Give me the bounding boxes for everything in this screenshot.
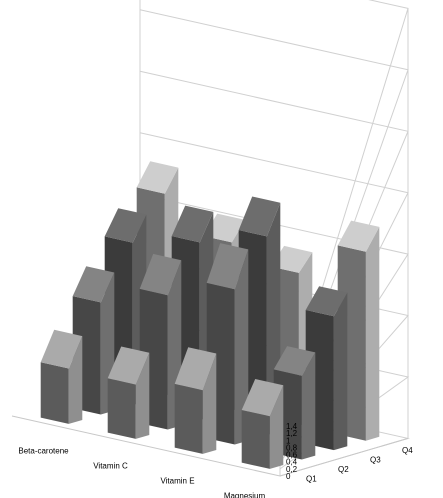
axis-labels: 00,20,40,60,811,21,4 Beta-carotene Vitamin… bbox=[18, 422, 413, 498]
bar-top-face bbox=[270, 245, 313, 273]
bar-top-face bbox=[273, 346, 316, 376]
category-label: Vitamin E bbox=[160, 477, 194, 486]
bar-side-face bbox=[234, 249, 249, 445]
bar-top-face bbox=[107, 346, 150, 385]
z-tick-label: 0 bbox=[286, 472, 291, 481]
bar-magnesium-q2 bbox=[273, 346, 316, 460]
bar-front-face bbox=[40, 362, 69, 424]
bar-front-face bbox=[241, 410, 270, 469]
bar-top-face bbox=[337, 220, 380, 252]
bar-vitamin-e-q1 bbox=[174, 347, 217, 454]
bar-front-face bbox=[107, 378, 136, 439]
bar-side-face bbox=[301, 352, 316, 460]
z-tick-label: 0,4 bbox=[286, 458, 298, 467]
z-tick-label: 0,6 bbox=[286, 451, 298, 460]
bar-vitamin-c-q1 bbox=[107, 346, 150, 439]
bar-side-face bbox=[135, 352, 150, 439]
z-tick-label: 0,8 bbox=[286, 443, 298, 452]
bar-beta-carotene-q1 bbox=[40, 329, 83, 424]
z-tick-label: 1,2 bbox=[286, 429, 298, 438]
bar-top-face bbox=[174, 347, 217, 391]
bar-top-face bbox=[104, 208, 147, 243]
bar-side-face bbox=[269, 385, 284, 469]
z-tick-label: 0,2 bbox=[286, 465, 298, 474]
bar-top-face bbox=[139, 253, 182, 296]
category-label: Vitamin C bbox=[93, 462, 128, 471]
z-tick-label: 1 bbox=[286, 436, 291, 445]
bar-top-face bbox=[203, 213, 246, 243]
bar-top-face bbox=[40, 329, 83, 369]
bar-magnesium-q1 bbox=[241, 379, 284, 469]
bar-beta-carotene-q2 bbox=[72, 266, 115, 415]
bar-front-face bbox=[174, 383, 203, 454]
depth-label: Q1 bbox=[306, 474, 317, 483]
bar-top-face bbox=[171, 205, 214, 243]
depth-label: Q4 bbox=[402, 446, 413, 455]
category-label: Beta-carotene bbox=[18, 447, 69, 456]
bar-side-face bbox=[68, 336, 83, 424]
depth-label: Q3 bbox=[370, 456, 381, 465]
bar-top-face bbox=[206, 243, 249, 290]
bar-top-face bbox=[241, 379, 284, 417]
depth-label: Q2 bbox=[338, 465, 349, 474]
bar-side-face bbox=[365, 226, 380, 441]
bar-side-face bbox=[202, 353, 217, 454]
bars bbox=[40, 161, 380, 469]
floor-edge bbox=[11, 415, 409, 477]
bar-top-face bbox=[305, 286, 348, 317]
z-tick-label: 1,4 bbox=[286, 422, 298, 431]
bar-top-face bbox=[72, 266, 115, 303]
bar-top-face bbox=[136, 161, 179, 194]
category-label: Magnesium bbox=[224, 492, 266, 498]
bar-side-face bbox=[333, 292, 348, 451]
bar-top-face bbox=[238, 196, 281, 237]
